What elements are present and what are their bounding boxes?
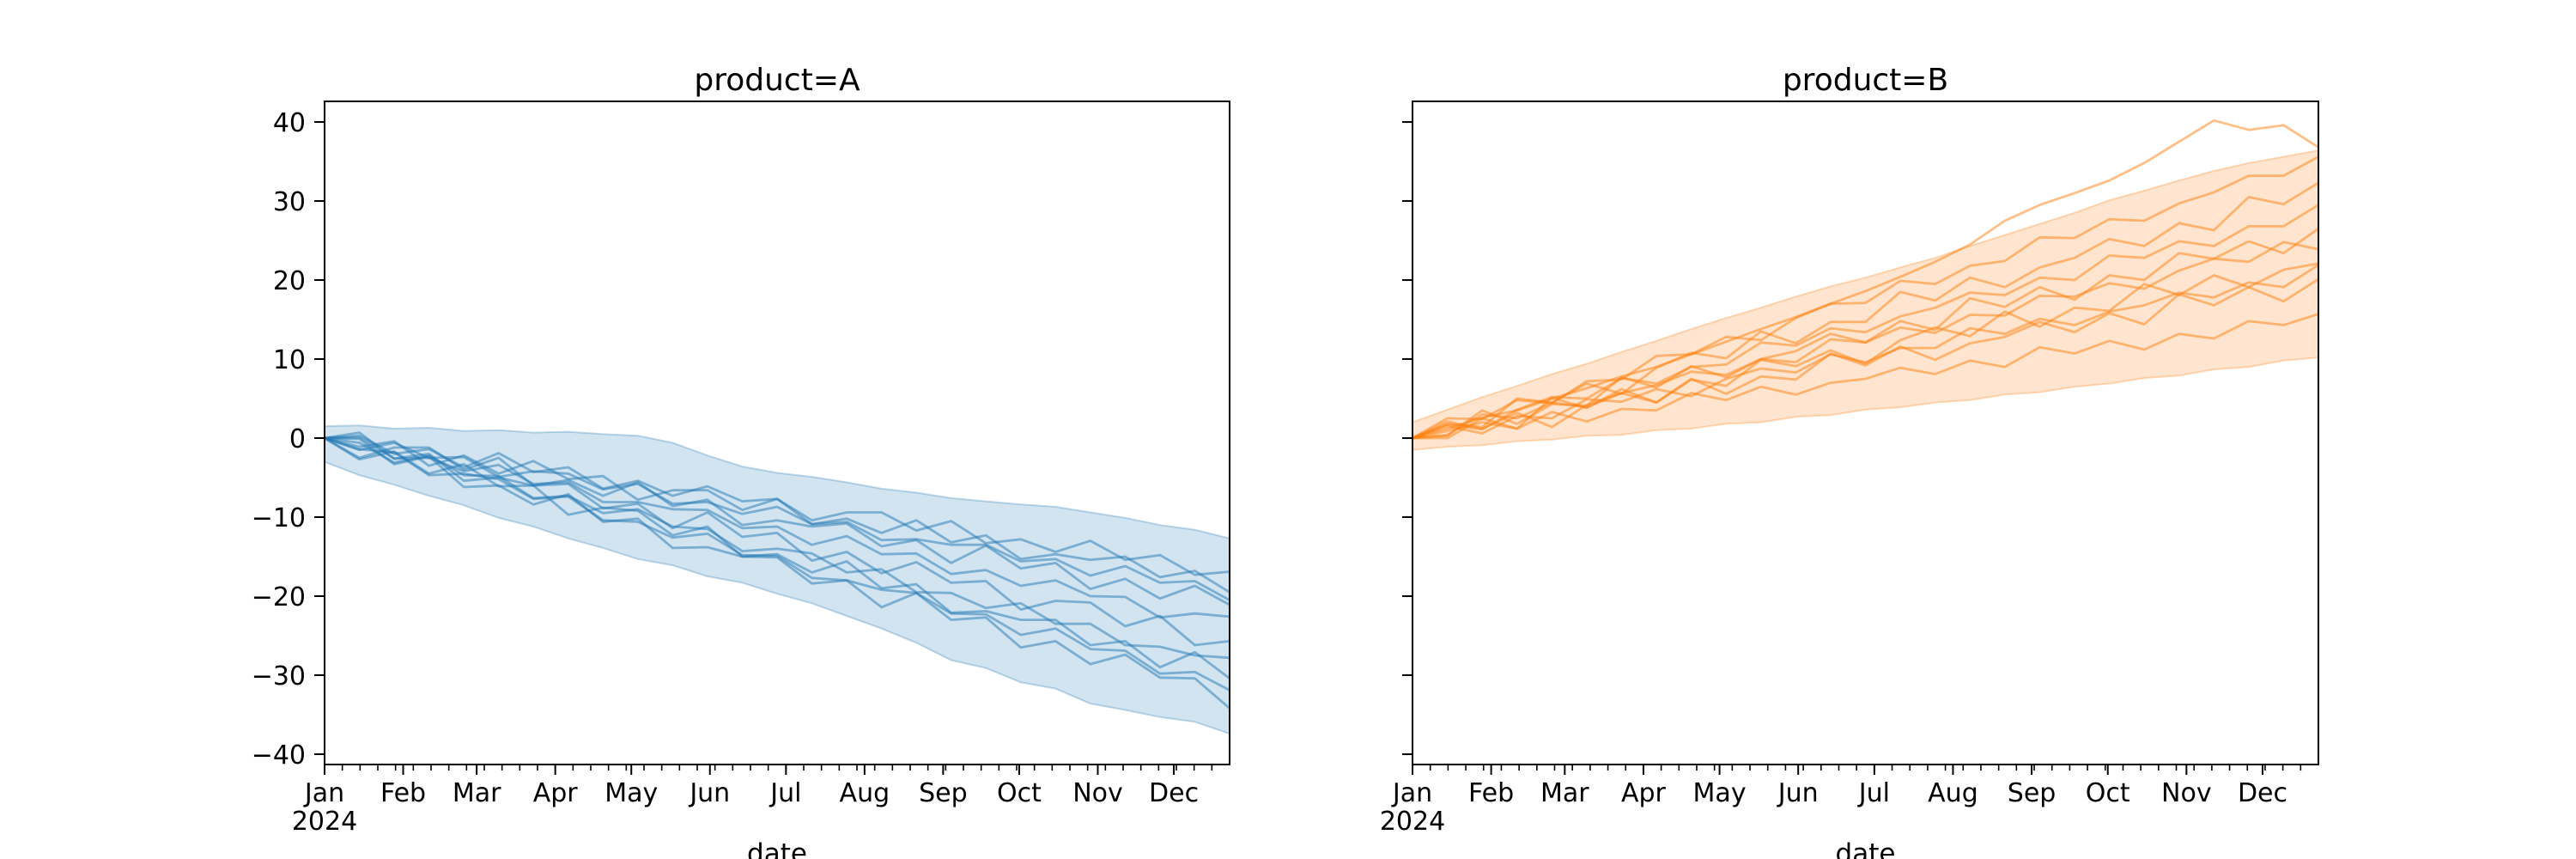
panel-b-title: product=B [1782,63,1949,98]
x-tick-label: Jul [1857,778,1890,808]
y-tick-label: 0 [289,424,306,454]
x-tick-label: Jan [303,778,344,808]
x-tick-label: Mar [453,778,501,808]
x-tick-label: Feb [1468,778,1514,808]
x-tick-label: May [605,778,658,808]
y-tick-label: 40 [273,108,306,138]
series-line [1412,264,2319,440]
panel-a-title: product=A [694,63,860,98]
y-tick-label: −10 [252,503,306,533]
x-tick-label: Nov [2161,778,2212,808]
x-tick-label: Sep [919,778,968,808]
panel-b: Jan Feb Mar Apr May Jun Jul Aug Sep Oct Nov Dec [1391,101,2319,808]
axes-spines [1412,101,2319,765]
x-tick-label: Mar [1540,778,1589,808]
series-line [1413,262,2319,440]
x-axis-year-label-b: 2024 [1379,807,1446,837]
series-line [1412,277,2319,440]
x-tick-label: Dec [1149,778,1199,808]
x-axis-year-label-a: 2024 [291,807,358,837]
series-line [324,436,1230,691]
series-line [324,436,1230,710]
x-axis-label-a: date [747,838,807,859]
series-line [1412,181,2319,440]
series-line [324,436,1230,619]
x-tick-label: Dec [2238,778,2287,808]
x-tick-label: May [1693,778,1747,808]
x-tick-label: Aug [840,778,890,808]
series-line [324,436,1230,594]
y-tick-label: −20 [252,582,306,612]
x-tick-label: Aug [1928,778,1978,808]
x-tick-label: Jun [688,778,730,808]
confidence-band [324,424,1230,735]
x-tick-label: Jun [1777,778,1819,808]
x-tick-label: Sep [2008,778,2057,808]
x-tick-label: Jan [1391,778,1432,808]
series-line [324,436,1230,606]
y-tick-label: 30 [273,187,306,217]
y-tick-label: 10 [273,345,306,375]
series-line [1412,204,2319,440]
x-tick-label: Apr [1621,778,1667,808]
y-tick-label: −30 [252,661,306,691]
series-line [324,436,1230,601]
y-tick-label: 20 [273,266,306,296]
series-line [1412,313,2319,440]
x-tick-label: Oct [2086,778,2130,808]
x-tick-label: Nov [1072,778,1123,808]
x-tick-label: Feb [380,778,426,808]
x-tick-label: Oct [997,778,1042,808]
x-tick-label: Jul [769,778,801,808]
x-tick-label: Apr [533,778,579,808]
axes-spines [324,101,1230,765]
series-line [1412,241,2319,440]
x-axis-label-b: date [1835,838,1896,859]
y-tick-label: −40 [252,740,306,771]
series-line [324,431,1230,647]
series-line [324,436,1230,679]
panel-a: 40 30 20 10 0 −10 −20 −30 −40 Jan Feb Mar Apr May Jun J… [252,101,1230,808]
